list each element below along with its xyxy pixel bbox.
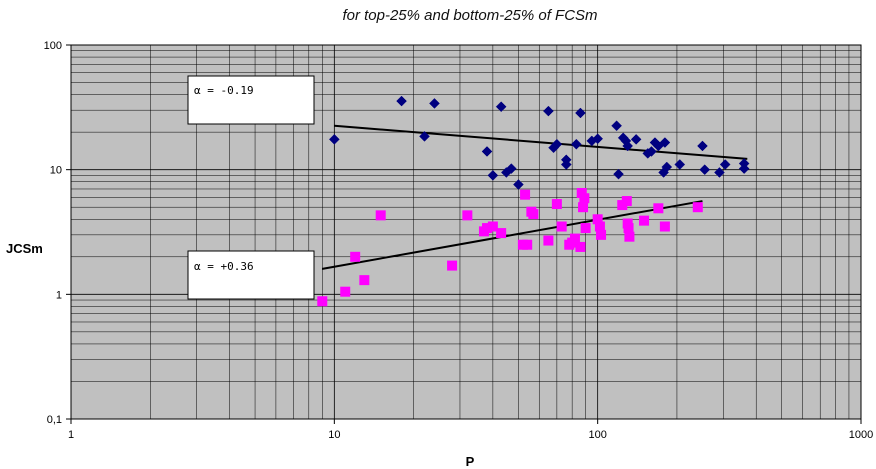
- y-axis-tick-labels: 0,1 1 10 100: [44, 40, 62, 426]
- data-point-bottom: [580, 223, 591, 234]
- data-point-top: [481, 146, 493, 157]
- x-tick-label: 1: [68, 429, 74, 441]
- annotation-box-bottom: α = +0.36: [187, 250, 315, 300]
- data-point-bottom: [551, 199, 562, 210]
- data-point-top: [551, 138, 563, 150]
- data-point-top: [487, 170, 499, 181]
- y-tick-label: 1: [56, 289, 62, 301]
- data-point-top: [495, 101, 507, 113]
- data-point-bottom: [578, 202, 589, 213]
- data-point-top: [429, 98, 440, 109]
- data-point-top: [674, 159, 686, 170]
- data-point-top: [630, 134, 642, 145]
- data-point-top: [719, 159, 731, 170]
- data-point-bottom: [447, 260, 458, 271]
- data-point-top: [611, 120, 622, 132]
- data-point-bottom: [621, 196, 632, 207]
- annotation-box-bottom-frame: [187, 250, 315, 300]
- data-point-top: [560, 159, 572, 170]
- data-point-top: [738, 163, 750, 174]
- annotation-box-top: α = -0.19: [187, 75, 315, 125]
- data-point-top: [622, 140, 634, 152]
- data-point-bottom: [528, 209, 539, 220]
- data-point-top: [699, 164, 711, 176]
- data-point-top: [419, 131, 430, 142]
- x-tick-label: 100: [588, 429, 606, 441]
- data-point-bottom: [317, 296, 328, 307]
- data-point-top: [613, 168, 624, 180]
- data-point-bottom: [543, 235, 554, 246]
- annotations: α = -0.19 α = +0.36: [187, 75, 315, 300]
- data-point-bottom: [462, 210, 473, 221]
- data-point-top: [592, 133, 604, 145]
- data-point-bottom: [556, 221, 567, 232]
- data-point-top: [575, 107, 586, 119]
- y-axis-label: JCSm: [6, 241, 43, 256]
- data-point-bottom: [624, 231, 635, 242]
- y-tick-label: 10: [50, 165, 62, 177]
- data-point-top: [659, 137, 671, 148]
- data-point-bottom: [487, 221, 498, 232]
- x-tick-label: 10: [328, 429, 340, 441]
- data-point-top: [646, 146, 657, 157]
- data-point-top: [505, 163, 517, 174]
- data-point-top: [661, 161, 673, 173]
- chart-title: for top-25% and bottom-25% of FCSm: [342, 7, 597, 24]
- data-point-top: [396, 95, 407, 107]
- annotation-box-top-frame: [187, 75, 315, 125]
- data-point-bottom: [639, 215, 650, 226]
- data-point-bottom: [579, 193, 590, 204]
- data-point-bottom: [594, 221, 605, 232]
- data-point-bottom: [482, 223, 493, 234]
- data-point-bottom: [569, 233, 580, 244]
- data-point-bottom: [623, 223, 634, 234]
- data-point-bottom: [520, 189, 531, 200]
- data-point-bottom: [375, 210, 386, 221]
- plot-frame: [70, 44, 862, 420]
- data-point-bottom: [575, 241, 586, 252]
- data-point-bottom: [692, 202, 703, 213]
- trend-lines: [322, 124, 748, 270]
- data-point-top: [697, 140, 708, 152]
- data-point-bottom: [596, 229, 607, 240]
- data-point-bottom: [653, 203, 664, 214]
- y-tick-label: 0,1: [47, 414, 62, 426]
- data-point-top: [543, 105, 554, 117]
- data-point-bottom: [522, 239, 533, 250]
- axis-ticks: [66, 44, 862, 424]
- data-point-top: [328, 134, 340, 145]
- data-points: [317, 95, 750, 307]
- annotation-alpha-top: α = -0.19: [194, 84, 254, 97]
- trend-line-bottom: [322, 200, 703, 270]
- data-point-top: [513, 179, 524, 190]
- data-point-bottom: [350, 251, 361, 262]
- x-axis-label: P: [466, 454, 475, 469]
- data-point-top: [714, 167, 725, 178]
- x-axis-tick-labels: 1 10 100 1000: [68, 429, 873, 441]
- data-point-bottom: [659, 221, 670, 232]
- data-point-bottom: [340, 286, 351, 297]
- x-tick-label: 1000: [849, 429, 873, 441]
- data-point-bottom: [359, 275, 370, 286]
- trend-line-top: [334, 124, 748, 160]
- data-point-bottom: [592, 214, 603, 225]
- data-point-top: [571, 138, 582, 150]
- y-tick-label: 100: [44, 40, 62, 52]
- annotation-alpha-bottom: α = +0.36: [194, 260, 254, 273]
- data-point-bottom: [496, 228, 507, 239]
- data-point-bottom: [576, 187, 587, 198]
